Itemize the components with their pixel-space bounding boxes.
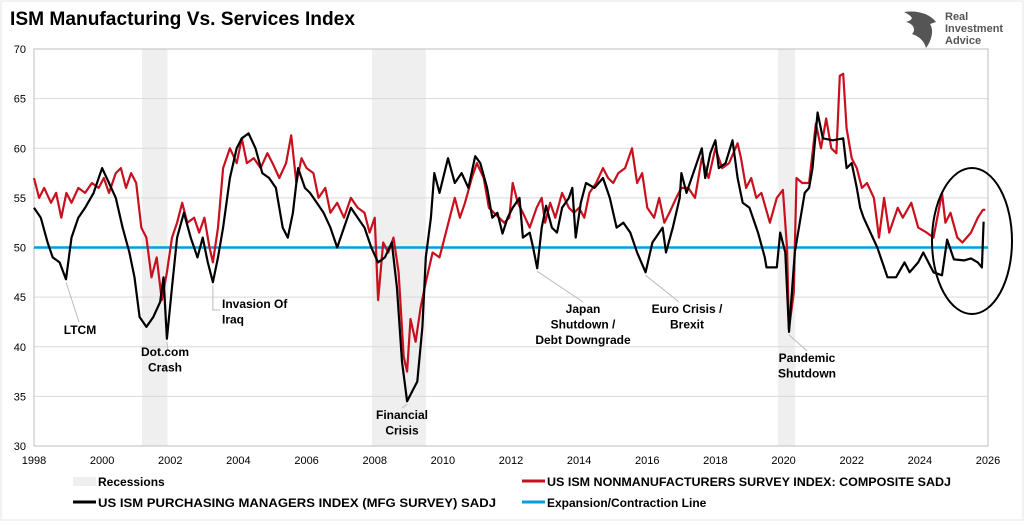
plot-area: 30 35 40 45 50 55 60 65 70 1998 2000 2002 2004 2006 20… bbox=[14, 44, 1013, 467]
annotation: Japan Shutdown /Debt Downgrade bbox=[535, 270, 631, 347]
y-tick-label: 45 bbox=[14, 292, 26, 304]
annotation: Invasion Of Iraq bbox=[212, 285, 288, 327]
annotation-label: Financial bbox=[376, 408, 428, 422]
annotation: Euro Crisis / Brexit bbox=[645, 274, 723, 332]
legend-label-recessions: Recessions bbox=[98, 475, 165, 489]
legend-label-threshold: Expansion/Contraction Line bbox=[547, 496, 707, 510]
y-tick-label: 35 bbox=[14, 391, 26, 403]
y-tick-label: 50 bbox=[14, 243, 26, 255]
series-line-services bbox=[32, 72, 986, 373]
annotation-leader-line bbox=[212, 285, 220, 311]
annotation-label: Brexit bbox=[670, 318, 704, 332]
annotation-label: Crisis bbox=[385, 424, 419, 438]
annotation-label: Shutdown / bbox=[551, 318, 616, 332]
x-tick-label: 2022 bbox=[839, 455, 863, 467]
y-tick-label: 70 bbox=[14, 44, 26, 56]
annotation-leader-line bbox=[401, 403, 408, 409]
logo-line-2: Investment bbox=[945, 23, 1003, 35]
chart-title: ISM Manufacturing Vs. Services Index bbox=[10, 9, 355, 30]
annotation: Pandemic Shutdown bbox=[778, 334, 836, 381]
annotation-label: Debt Downgrade bbox=[535, 333, 631, 347]
highlight-ellipse bbox=[931, 167, 1013, 315]
annotation-label: Dot.com bbox=[141, 345, 189, 359]
annotation-leader-line bbox=[645, 274, 680, 303]
x-tick-label: 2000 bbox=[90, 455, 114, 467]
legend-label-services: US ISM NONMANUFACTURERS SURVEY INDEX: CO… bbox=[547, 475, 951, 489]
x-tick-label: 2016 bbox=[635, 455, 659, 467]
x-tick-label: 2026 bbox=[976, 455, 1000, 467]
annotation-leader-line bbox=[65, 282, 80, 323]
y-tick-label: 40 bbox=[14, 342, 26, 354]
y-tick-label: 55 bbox=[14, 193, 26, 205]
annotation-label: Pandemic bbox=[779, 351, 836, 365]
x-tick-label: 2020 bbox=[771, 455, 795, 467]
annotation: Dot.com Crash bbox=[141, 341, 189, 375]
annotation-label: Invasion Of bbox=[222, 297, 288, 311]
x-tick-label: 2008 bbox=[362, 455, 386, 467]
logo-line-1: Real bbox=[945, 11, 968, 23]
annotation-label: Crash bbox=[148, 361, 182, 375]
eagle-logo-icon bbox=[904, 11, 936, 48]
annotation: Financial Crisis bbox=[376, 403, 428, 438]
x-tick-label: 2024 bbox=[908, 455, 932, 467]
x-tick-label: 2014 bbox=[567, 455, 591, 467]
legend: Recessions US ISM NONMANUFACTURERS SURVE… bbox=[73, 475, 951, 510]
x-tick-label: 2010 bbox=[431, 455, 455, 467]
annotation-label: LTCM bbox=[64, 323, 96, 337]
annotation: LTCM bbox=[64, 282, 96, 337]
annotation-label: Iraq bbox=[222, 313, 244, 327]
annotation-leader-line bbox=[166, 341, 169, 352]
x-tick-label: 2004 bbox=[226, 455, 250, 467]
logo-line-3: Advice bbox=[945, 35, 981, 47]
series-line-manufacturing bbox=[33, 111, 985, 403]
x-tick-label: 2006 bbox=[294, 455, 318, 467]
annotation-label: Shutdown bbox=[778, 367, 836, 381]
x-tick-label: 2002 bbox=[158, 455, 182, 467]
annotation-label: Euro Crisis / bbox=[652, 302, 723, 316]
annotation-label: Japan bbox=[566, 302, 601, 316]
x-tick-label: 1998 bbox=[22, 455, 46, 467]
annotation-leader-line bbox=[788, 334, 808, 352]
legend-swatch-recessions bbox=[73, 477, 96, 486]
x-tick-label: 2012 bbox=[499, 455, 523, 467]
annotation-leader-line bbox=[536, 270, 584, 303]
x-tick-label: 2018 bbox=[703, 455, 727, 467]
legend-label-manufacturing: US ISM PURCHASING MANAGERS INDEX (MFG SU… bbox=[98, 496, 496, 510]
y-tick-label: 60 bbox=[14, 143, 26, 155]
logo: Real Investment Advice bbox=[904, 11, 1003, 48]
y-tick-label: 30 bbox=[14, 441, 26, 453]
y-tick-label: 65 bbox=[14, 94, 26, 106]
